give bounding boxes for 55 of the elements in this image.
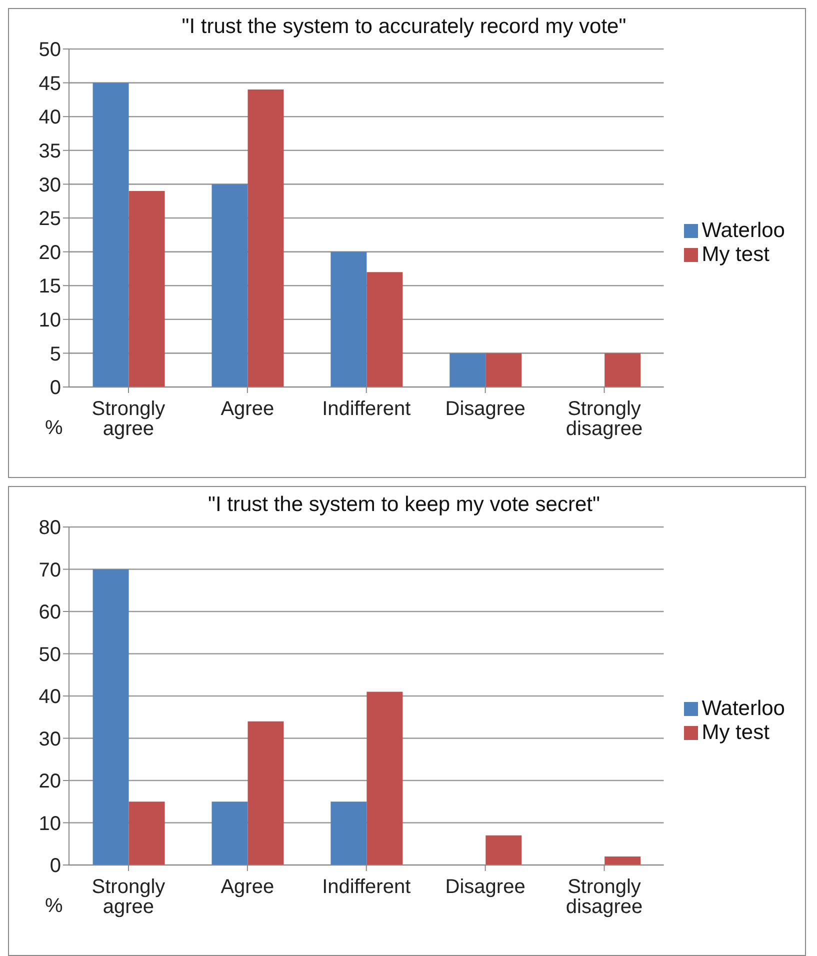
y-tick-label: 50 (38, 644, 61, 666)
y-tick-label: 10 (38, 310, 61, 332)
bar (486, 835, 522, 865)
bar (604, 856, 641, 865)
x-tick-label: Agree (220, 398, 274, 420)
legend-label: Waterloo (702, 697, 785, 720)
y-tick-label: 50 (38, 39, 61, 62)
legend-label: Waterloo (702, 219, 785, 242)
x-tick-label: Strongly agree (92, 876, 166, 918)
bar (330, 252, 367, 387)
y-tick-label: 40 (38, 686, 61, 708)
bar (248, 90, 284, 387)
y-tick-label: 0 (50, 855, 61, 878)
x-tick-label: Strongly agree (92, 398, 166, 440)
y-tick-label: 20 (38, 770, 61, 793)
bar (450, 353, 486, 387)
bar (330, 802, 367, 865)
legend-label: My test (702, 243, 770, 266)
y-axis-title: % (45, 417, 63, 440)
bar (366, 692, 403, 865)
bar (92, 569, 129, 865)
bar (366, 272, 403, 387)
y-tick-label: 40 (38, 106, 61, 129)
y-tick-label: 30 (38, 728, 61, 750)
x-tick-label: Disagree (445, 876, 526, 898)
y-tick-label: 70 (38, 559, 61, 582)
x-tick-label: Agree (220, 876, 274, 898)
legend-label: My test (702, 721, 770, 744)
chart-title: "I trust the system to accurately record my vote" (180, 15, 628, 39)
x-tick-label: Strongly disagree (566, 398, 643, 440)
bar (486, 353, 522, 387)
y-tick-label: 15 (38, 276, 61, 298)
bar (128, 802, 165, 865)
bar (604, 353, 641, 387)
y-tick-label: 20 (38, 242, 61, 264)
y-tick-label: 10 (38, 812, 61, 835)
x-tick-label: Indifferent (322, 398, 412, 420)
x-tick-label: Strongly disagree (566, 876, 643, 918)
bar (212, 802, 248, 865)
y-tick-label: 80 (38, 517, 61, 540)
x-tick-label: Disagree (445, 398, 526, 420)
y-tick-label: 30 (38, 174, 61, 196)
bar (92, 82, 129, 387)
y-tick-label: 45 (38, 72, 61, 95)
bar (248, 721, 284, 865)
y-tick-label: 5 (50, 343, 61, 366)
y-tick-label: 25 (38, 208, 61, 230)
y-tick-label: 35 (38, 140, 61, 162)
y-tick-label: 60 (38, 602, 61, 624)
bar (212, 184, 248, 387)
chart-title: "I trust the system to keep my vote secret" (207, 493, 601, 517)
bar (128, 190, 165, 387)
y-tick-label: 0 (50, 377, 61, 400)
x-tick-label: Indifferent (322, 876, 412, 898)
y-axis-title: % (45, 895, 63, 918)
